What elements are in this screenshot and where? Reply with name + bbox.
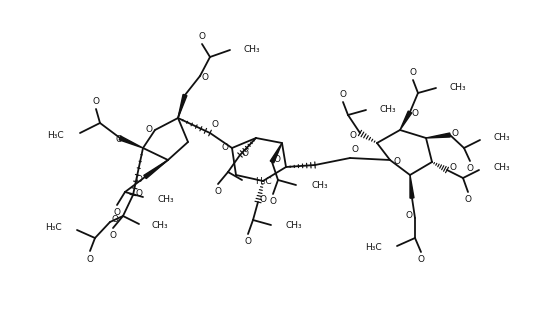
Text: O: O [412, 110, 419, 119]
Text: O: O [466, 164, 474, 173]
Text: CH₃: CH₃ [450, 83, 466, 91]
Text: O: O [405, 212, 412, 220]
Text: CH₃: CH₃ [311, 182, 328, 191]
Text: CH₃: CH₃ [244, 44, 261, 54]
Text: O: O [86, 255, 94, 264]
Text: O: O [135, 188, 142, 198]
Text: H₃C: H₃C [45, 223, 62, 233]
Polygon shape [144, 160, 168, 179]
Polygon shape [410, 175, 414, 198]
Text: CH₃: CH₃ [285, 220, 301, 229]
Text: O: O [352, 145, 359, 154]
Text: O: O [201, 74, 208, 83]
Text: H₃C: H₃C [255, 177, 272, 186]
Text: O: O [145, 126, 152, 135]
Text: O: O [393, 157, 400, 167]
Text: O: O [260, 196, 267, 204]
Text: CH₃: CH₃ [380, 105, 397, 114]
Polygon shape [400, 111, 412, 130]
Text: H₃C: H₃C [47, 131, 64, 141]
Text: H₃C: H₃C [365, 244, 382, 253]
Text: O: O [115, 136, 122, 145]
Text: O: O [417, 255, 425, 264]
Polygon shape [119, 136, 143, 148]
Text: O: O [350, 131, 357, 140]
Text: O: O [274, 156, 281, 165]
Polygon shape [270, 143, 282, 163]
Text: O: O [212, 120, 219, 129]
Text: O: O [214, 187, 222, 196]
Polygon shape [426, 133, 450, 138]
Text: O: O [92, 97, 100, 106]
Text: O: O [270, 197, 277, 206]
Text: O: O [452, 129, 459, 137]
Text: O: O [410, 68, 416, 77]
Text: O: O [222, 143, 229, 152]
Text: O: O [109, 231, 117, 240]
Text: O: O [339, 90, 347, 99]
Polygon shape [178, 95, 187, 118]
Text: O: O [242, 148, 249, 157]
Text: O: O [245, 237, 251, 246]
Text: CH₃: CH₃ [157, 194, 174, 203]
Text: CH₃: CH₃ [151, 220, 168, 229]
Text: O: O [199, 32, 206, 41]
Text: CH₃: CH₃ [494, 134, 510, 142]
Text: O: O [135, 175, 142, 183]
Text: O: O [112, 215, 119, 224]
Text: O: O [113, 208, 120, 217]
Text: O: O [465, 195, 471, 204]
Text: CH₃: CH₃ [493, 163, 510, 172]
Text: O: O [449, 163, 456, 172]
